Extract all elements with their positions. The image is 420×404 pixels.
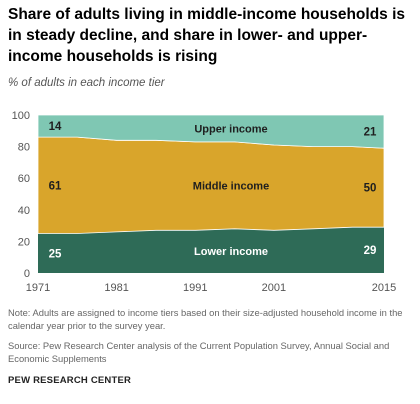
chart-subtitle: % of adults in each income tier <box>8 77 165 89</box>
chart-source: Source: Pew Research Center analysis of … <box>8 340 390 364</box>
chart-title: Share of adults living in middle-income … <box>8 6 406 65</box>
value-label-end-upper-income: 21 <box>364 127 377 139</box>
value-label-start-lower-income: 25 <box>49 248 62 260</box>
x-tick-label: 2001 <box>262 282 286 294</box>
y-tick-label: 0 <box>24 268 30 280</box>
value-label-end-middle-income: 50 <box>364 183 377 195</box>
y-tick-label: 100 <box>12 110 30 122</box>
x-tick-label: 1971 <box>26 282 50 294</box>
stacked-area-chart: 0 20 40 60 80 100 1971 1981 1991 2001 2015 Lower in… <box>12 110 397 294</box>
value-label-end-lower-income: 29 <box>364 245 377 257</box>
series-label-middle-income: Middle income <box>193 180 269 192</box>
series-label-lower-income: Lower income <box>194 246 268 258</box>
x-tick-label: 2015 <box>372 282 396 294</box>
value-label-start-upper-income: 14 <box>49 121 62 133</box>
brand-logo-text: PEW RESEARCH CENTER <box>8 375 132 386</box>
y-tick-label: 40 <box>18 205 30 217</box>
y-tick-label: 80 <box>18 142 30 154</box>
y-tick-label: 60 <box>18 173 30 185</box>
series-label-upper-income: Upper income <box>194 123 267 135</box>
chart-note: Note: Adults are assigned to income tier… <box>8 307 403 331</box>
area-upper-income <box>37 114 385 149</box>
value-label-start-middle-income: 61 <box>49 180 62 192</box>
area-lower-income <box>38 227 384 273</box>
x-tick-label: 1981 <box>104 282 128 294</box>
y-tick-label: 20 <box>18 236 30 248</box>
x-tick-label: 1991 <box>183 282 207 294</box>
